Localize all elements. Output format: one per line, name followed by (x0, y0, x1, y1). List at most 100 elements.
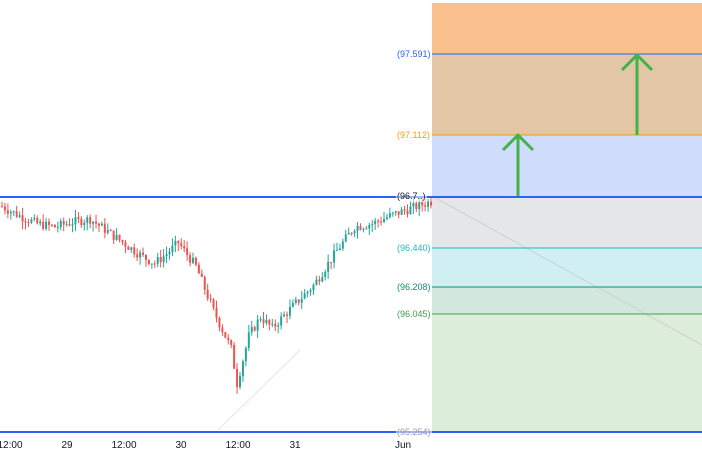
candle-body (362, 228, 365, 230)
candle-body (309, 290, 312, 292)
candle-body (300, 298, 303, 303)
candle-body (418, 201, 421, 210)
candle-body (397, 211, 400, 215)
candle-body (86, 217, 89, 223)
candle-body (382, 218, 385, 223)
candle-body (133, 247, 136, 255)
candle-body (209, 298, 212, 300)
candle-body (112, 230, 115, 240)
candle-body (347, 233, 350, 235)
fib-level-label: (96.208) (396, 282, 432, 293)
candle-body (30, 219, 33, 223)
candle-body (171, 245, 174, 252)
fib-trend-line (431, 195, 702, 346)
candle-body (338, 248, 341, 250)
candle-body (409, 206, 412, 215)
candle-body (21, 215, 24, 222)
candle-body (159, 257, 162, 263)
time-axis-label: 30 (175, 440, 187, 451)
fib-level-label: (96.7..) (396, 191, 427, 202)
arrow-up-2-head[interactable] (620, 53, 654, 72)
candle-body (9, 211, 12, 214)
candle-body (97, 223, 100, 226)
candle-body (330, 262, 333, 264)
candle-body (153, 263, 156, 265)
candle-body (380, 221, 383, 223)
candle-body (186, 248, 189, 256)
candle-body (189, 255, 192, 263)
candle-body (130, 247, 133, 250)
candle-body (424, 205, 427, 207)
candle-body (406, 210, 409, 215)
candle-body (250, 327, 253, 333)
candle-body (180, 243, 183, 247)
candle-body (268, 319, 271, 325)
candle-body (230, 340, 233, 345)
candle-body (294, 299, 297, 303)
fib-zone-5 (432, 314, 702, 432)
candle-body (288, 306, 291, 316)
candle-body (115, 234, 118, 240)
candle-body (377, 220, 380, 222)
candle-body (197, 264, 200, 274)
candle-body (394, 211, 397, 213)
candle-body (356, 226, 359, 232)
candle-body (1, 206, 3, 208)
fib-level-label: (96.440) (396, 243, 432, 254)
candle-body (142, 252, 145, 255)
candle-body (256, 319, 259, 331)
candle-body (139, 252, 142, 258)
candle-body (333, 250, 336, 263)
candle-body (297, 299, 300, 303)
candle-body (427, 201, 430, 207)
candle-body (174, 240, 177, 246)
candle-body (321, 277, 324, 282)
candle-body (27, 222, 30, 224)
candle-body (109, 230, 112, 232)
candle-body (400, 209, 403, 215)
candle-body (39, 221, 42, 224)
fib-zone-0 (432, 54, 702, 135)
candle-body (124, 242, 127, 247)
candle-body (71, 224, 74, 226)
candle-body (77, 217, 80, 219)
candle-body (262, 319, 265, 324)
candle-body (118, 234, 121, 241)
fib-zone-top (432, 3, 702, 54)
candle-body (271, 323, 274, 325)
candle-body (324, 271, 327, 278)
candle-body (350, 233, 353, 235)
candle-body (144, 254, 147, 260)
candle-body (127, 246, 130, 250)
candle-body (50, 224, 53, 226)
candle-body (212, 299, 215, 308)
candle-body (83, 222, 86, 226)
candle-body (241, 361, 244, 377)
time-axis-label: 31 (289, 440, 301, 451)
candle-body (168, 251, 171, 255)
candle-body (365, 228, 368, 230)
candle-body (315, 279, 318, 285)
candle-body (203, 276, 206, 290)
fib-level-label: (96.045) (396, 309, 432, 320)
arrow-up-1-head[interactable] (501, 133, 535, 152)
fib-zone-3 (432, 248, 702, 287)
candle-body (327, 262, 330, 272)
candle-body (92, 221, 95, 224)
time-axis-label: 12:00 (0, 440, 23, 451)
candle-body (18, 215, 21, 217)
candle-body (286, 314, 289, 316)
candle-body (247, 332, 250, 349)
candle-body (150, 263, 153, 265)
candle-body (221, 327, 224, 333)
candle-body (62, 220, 65, 225)
candle-body (335, 249, 338, 251)
candle-body (33, 217, 36, 220)
candle-body (259, 319, 262, 321)
candle-body (415, 203, 418, 210)
candle-body (147, 259, 150, 265)
candle-body (306, 291, 309, 294)
candle-body (74, 217, 77, 225)
